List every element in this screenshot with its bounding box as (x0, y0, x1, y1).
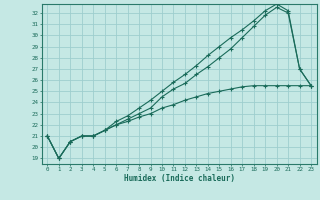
X-axis label: Humidex (Indice chaleur): Humidex (Indice chaleur) (124, 174, 235, 183)
